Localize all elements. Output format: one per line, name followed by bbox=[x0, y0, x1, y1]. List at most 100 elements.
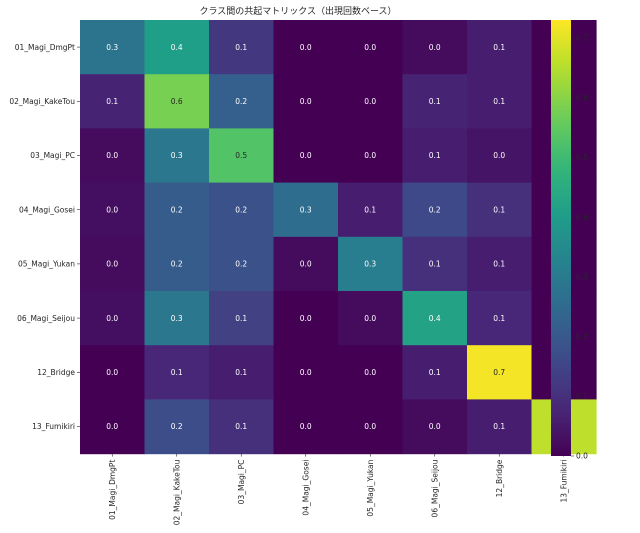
heatmap-cell bbox=[402, 236, 468, 292]
heatmap-cell bbox=[402, 291, 468, 346]
cell-label: 0.1 bbox=[171, 368, 183, 377]
cell-label: 0.1 bbox=[106, 97, 118, 106]
cell-label: 0.0 bbox=[106, 260, 118, 269]
colorbar-tick-label: 0.7 bbox=[576, 34, 588, 43]
heatmap-cell bbox=[467, 236, 533, 292]
heatmap-cell bbox=[209, 20, 275, 75]
cell-label: 0.3 bbox=[300, 205, 312, 214]
cell-label: 0.4 bbox=[171, 43, 183, 52]
heatmap-cell bbox=[402, 74, 468, 129]
heatmap-cell bbox=[80, 236, 146, 292]
heatmap-cell bbox=[80, 74, 146, 129]
cell-label: 0.0 bbox=[300, 43, 312, 52]
cell-label: 0.3 bbox=[106, 43, 118, 52]
heatmap-cell bbox=[273, 399, 339, 455]
x-tick-label: 06_Magi_Seijou bbox=[430, 459, 439, 517]
colorbar-tick-label: 0.5 bbox=[576, 153, 588, 162]
cell-label: 0.0 bbox=[300, 97, 312, 106]
y-tick-label: 13_Fumikiri bbox=[32, 422, 75, 431]
cell-label: 0.2 bbox=[171, 422, 183, 431]
heatmap-cell bbox=[144, 128, 210, 184]
heatmap-cell bbox=[338, 182, 404, 238]
cell-label: 0.0 bbox=[364, 151, 376, 160]
heatmap-cell bbox=[80, 182, 146, 238]
cell-label: 0.3 bbox=[171, 314, 183, 323]
cell-label: 0.2 bbox=[429, 205, 441, 214]
heatmap-cell bbox=[273, 74, 339, 129]
colorbar-tick-label: 0.1 bbox=[576, 392, 588, 401]
cell-label: 0.1 bbox=[493, 314, 505, 323]
cell-label: 0.2 bbox=[235, 97, 247, 106]
cell-label: 0.1 bbox=[429, 260, 441, 269]
heatmap-cell bbox=[144, 74, 210, 129]
x-tick-label: 13_Fumikiri bbox=[559, 460, 568, 503]
cell-label: 0.2 bbox=[171, 205, 183, 214]
cell-label: 0.2 bbox=[171, 260, 183, 269]
heatmap-cell bbox=[144, 345, 210, 400]
cell-label: 0.2 bbox=[235, 205, 247, 214]
cell-label: 0.1 bbox=[429, 97, 441, 106]
heatmap-cell bbox=[80, 345, 146, 400]
cell-label: 0.3 bbox=[171, 151, 183, 160]
colorbar: 0.0 0.1 0.2 0.3 0.4 0.5 0.6 0.7 bbox=[551, 20, 588, 461]
cell-label: 0.0 bbox=[364, 368, 376, 377]
heatmap-cell bbox=[144, 291, 210, 346]
y-tick-label: 04_Magi_Gosei bbox=[19, 205, 75, 214]
heatmap-cell bbox=[80, 291, 146, 346]
y-tick-label: 12_Bridge bbox=[37, 368, 75, 377]
cell-label: 0.0 bbox=[493, 151, 505, 160]
heatmap-cell bbox=[209, 345, 275, 400]
cell-label: 0.1 bbox=[364, 205, 376, 214]
cell-label: 0.1 bbox=[493, 97, 505, 106]
cell-label: 0.0 bbox=[300, 260, 312, 269]
heatmap-cell bbox=[209, 74, 275, 129]
colorbar-tick-label: 0.3 bbox=[576, 273, 588, 282]
colorbar-tick-label: 0.6 bbox=[576, 93, 588, 102]
heatmap-cell bbox=[402, 399, 468, 455]
heatmap-cell bbox=[467, 74, 533, 129]
heatmap-cell bbox=[338, 20, 404, 75]
x-tick-label: 05_Magi_Yukan bbox=[366, 459, 375, 516]
heatmap-cell bbox=[273, 236, 339, 292]
heatmap-cell bbox=[144, 236, 210, 292]
colorbar-tick-label: 0.0 bbox=[576, 452, 588, 461]
cell-label: 0.7 bbox=[493, 368, 505, 377]
x-tick-label: 01_Magi_DmgPt bbox=[108, 460, 117, 520]
heatmap-cell bbox=[467, 20, 533, 75]
cell-label: 0.0 bbox=[106, 314, 118, 323]
heatmap-cell bbox=[402, 182, 468, 238]
cell-label: 0.0 bbox=[364, 314, 376, 323]
cell-label: 0.3 bbox=[364, 260, 376, 269]
cell-label: 0.0 bbox=[429, 422, 441, 431]
heatmap-cell bbox=[273, 20, 339, 75]
colorbar-gradient bbox=[551, 20, 571, 456]
cell-label: 0.1 bbox=[493, 205, 505, 214]
cell-label: 0.5 bbox=[235, 151, 247, 160]
x-tick-label: 03_Magi_PC bbox=[237, 460, 246, 505]
heatmap-cell bbox=[273, 291, 339, 346]
heatmap-cell bbox=[273, 345, 339, 400]
heatmap-cell bbox=[80, 20, 146, 75]
cell-label: 0.1 bbox=[235, 314, 247, 323]
cell-label: 0.2 bbox=[235, 260, 247, 269]
x-tick-label: 12_Bridge bbox=[495, 459, 504, 497]
y-tick-label: 03_Magi_PC bbox=[30, 151, 75, 160]
cell-label: 0.1 bbox=[429, 368, 441, 377]
cell-label: 0.0 bbox=[300, 422, 312, 431]
cell-label: 0.4 bbox=[429, 314, 441, 323]
heatmap-cell bbox=[209, 291, 275, 346]
cell-label: 0.0 bbox=[106, 205, 118, 214]
y-tick-label: 01_Magi_DmgPt bbox=[15, 43, 75, 52]
cell-label: 0.1 bbox=[493, 43, 505, 52]
heatmap-cell bbox=[80, 128, 146, 184]
cell-label: 0.1 bbox=[493, 422, 505, 431]
heatmap-cell bbox=[338, 345, 404, 400]
cell-label: 0.0 bbox=[106, 368, 118, 377]
heatmap-cell bbox=[144, 182, 210, 238]
x-tick-label: 04_Magi_Gosei bbox=[301, 460, 310, 516]
heatmap-cell bbox=[209, 236, 275, 292]
cell-label: 0.0 bbox=[106, 422, 118, 431]
heatmap-cell bbox=[467, 291, 533, 346]
cell-label: 0.0 bbox=[106, 151, 118, 160]
